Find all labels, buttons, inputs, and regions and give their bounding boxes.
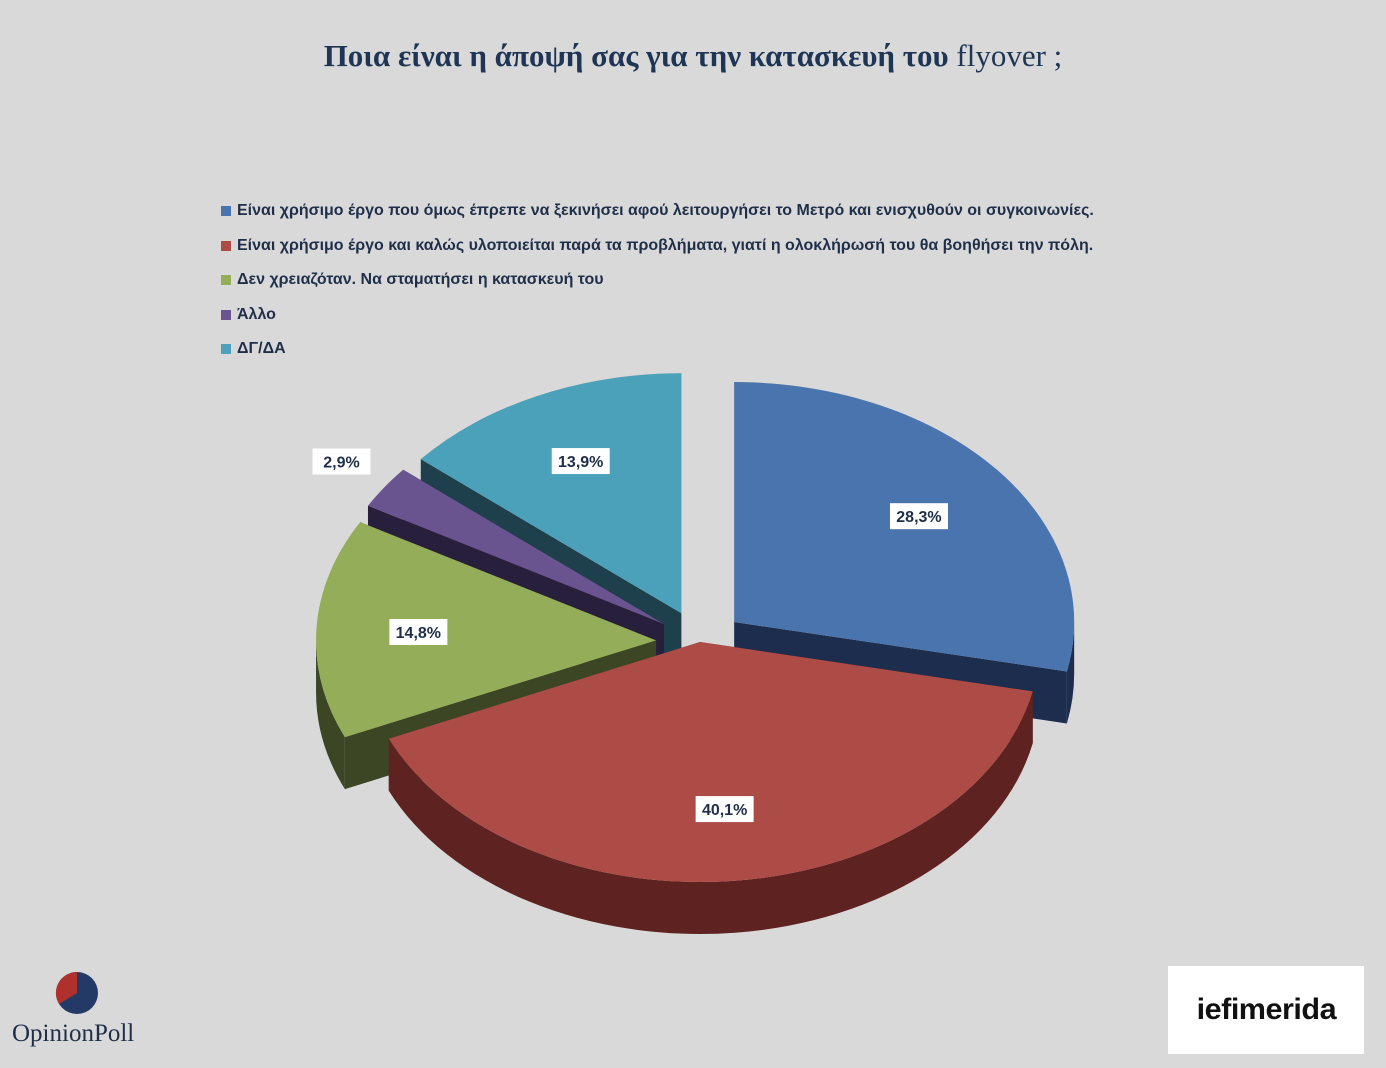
chart-title-main: Ποια είναι η άποψή σας για την κατασκευή… bbox=[323, 38, 949, 73]
pie-slice-rim-2 bbox=[388, 691, 1033, 934]
legend-swatch-4 bbox=[221, 309, 231, 320]
pie-slice-4 bbox=[367, 469, 664, 624]
pie-label-4: 2,9% bbox=[312, 448, 371, 475]
legend-swatch-3 bbox=[221, 275, 231, 286]
legend-item-2: Είναι χρήσιμο έργο και καλώς υλοποιείται… bbox=[221, 229, 1094, 264]
chart-title-suffix: flyover ; bbox=[948, 38, 1063, 73]
legend-item-5: ΔΓ/ΔΑ bbox=[221, 332, 1094, 367]
pie-label-text-2: 40,1% bbox=[702, 802, 747, 819]
legend-swatch-1 bbox=[221, 206, 231, 217]
legend-item-1: Είναι χρήσιμο έργο που όμως έπρεπε να ξε… bbox=[221, 194, 1094, 229]
pie-label-box-1 bbox=[889, 503, 948, 530]
pie-label-box-4 bbox=[312, 448, 371, 475]
opinion-poll-logo: OpinionPoll bbox=[10, 968, 150, 1058]
opinion-poll-logo-icon bbox=[55, 971, 98, 1014]
legend-label-1: Είναι χρήσιμο έργο που όμως έπρεπε να ξε… bbox=[237, 202, 1094, 220]
pie-label-text-5: 13,9% bbox=[558, 454, 603, 471]
opinion-poll-logo-text: OpinionPoll bbox=[12, 1020, 135, 1047]
pie-label-text-3: 14,8% bbox=[396, 625, 441, 642]
pie-slice-2 bbox=[388, 642, 1033, 883]
pie-label-3: 14,8% bbox=[389, 618, 448, 645]
pie-label-text-1: 28,3% bbox=[896, 509, 941, 526]
chart-title: Ποια είναι η άποψή σας για την κατασκευή… bbox=[0, 38, 1386, 74]
pie-labels: 28,3% 40,1% 14,8% 2,9% 13,9% bbox=[312, 448, 948, 823]
legend-label-4: Άλλο bbox=[237, 305, 276, 323]
legend-label-2: Είναι χρήσιμο έργο και καλώς υλοποιείται… bbox=[237, 236, 1094, 254]
iefimerida-logo-text: iefimerida bbox=[1196, 993, 1336, 1026]
legend-label-3: Δεν χρειαζόταν. Να σταματήσει η κατασκευ… bbox=[237, 271, 604, 289]
pie-tops bbox=[316, 373, 1075, 883]
legend-swatch-2 bbox=[221, 240, 231, 251]
legend-swatch-5 bbox=[221, 344, 231, 355]
pie-label-text-4: 2,9% bbox=[323, 455, 359, 472]
legend-item-4: Άλλο bbox=[221, 298, 1094, 333]
pie-label-box-5 bbox=[551, 448, 610, 475]
pie-slice-rim-1 bbox=[1066, 622, 1075, 724]
legend: Είναι χρήσιμο έργο που όμως έπρεπε να ξε… bbox=[221, 194, 1094, 367]
pie-slice-5 bbox=[420, 373, 682, 614]
pie-label-2: 40,1% bbox=[695, 796, 754, 823]
iefimerida-logo: iefimerida bbox=[1168, 966, 1364, 1054]
pie-slice-3 bbox=[316, 522, 657, 738]
pie-label-box-3 bbox=[389, 618, 448, 645]
pie-slice-rim-3 bbox=[316, 640, 345, 790]
pie-label-5: 13,9% bbox=[551, 448, 610, 475]
legend-item-3: Δεν χρειαζόταν. Να σταματήσει η κατασκευ… bbox=[221, 263, 1094, 298]
legend-label-5: ΔΓ/ΔΑ bbox=[237, 340, 286, 358]
pie-label-box-2 bbox=[695, 796, 754, 823]
pie-label-1: 28,3% bbox=[889, 503, 948, 530]
